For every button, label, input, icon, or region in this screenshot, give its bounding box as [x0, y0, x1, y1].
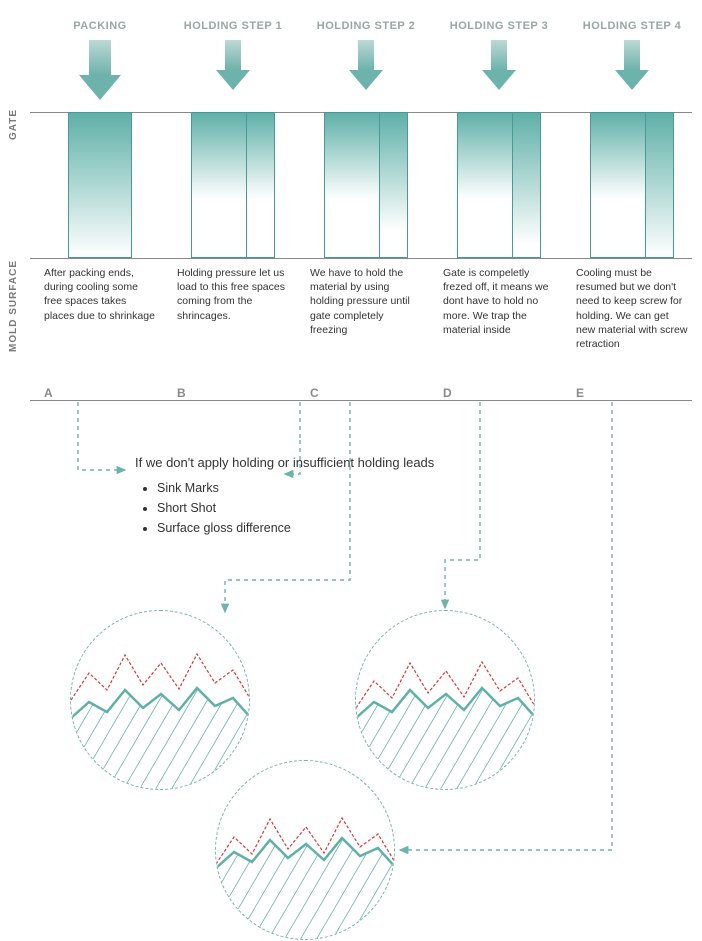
bar-fill	[591, 113, 645, 199]
step-description: We have to hold the material by using ho…	[306, 266, 426, 351]
stage-label-row: PACKING HOLDING STEP 1 HOLDING STEP 2 HO…	[40, 20, 692, 32]
loaded-material-bar	[513, 112, 541, 258]
stage-label: HOLDING STEP 4	[572, 20, 692, 32]
packing-bar	[68, 112, 132, 258]
step-letter: C	[306, 386, 426, 400]
step-letter: D	[439, 386, 559, 400]
problems-callout: If we don't apply holding or insufficien…	[135, 455, 455, 538]
down-arrow-icon	[617, 40, 647, 100]
step-bar	[324, 112, 380, 258]
step-description: Gate is compeletly frezed off, it means …	[439, 266, 559, 351]
bar-fill	[513, 113, 540, 245]
bar-fill	[247, 113, 274, 199]
bar-fill	[380, 113, 407, 231]
bar-fill	[325, 113, 379, 199]
bar-fill	[192, 113, 246, 199]
bar-fill	[458, 113, 512, 199]
surface-profile-circle	[355, 610, 535, 790]
letter-row: A B C D E	[40, 386, 692, 400]
mold-surface-line	[30, 258, 692, 259]
surface-profile-circle	[70, 610, 250, 790]
stage-label: HOLDING STEP 3	[439, 20, 559, 32]
stage-label: HOLDING STEP 1	[173, 20, 293, 32]
step-letter: B	[173, 386, 293, 400]
loaded-material-bar	[380, 112, 408, 258]
step-bar	[191, 112, 247, 258]
bar-fill	[69, 113, 131, 257]
callout-list: Sink Marks Short Shot Surface gloss diff…	[135, 478, 455, 538]
mold-axis-label: MOLD SURFACE	[8, 260, 19, 352]
stage-label: PACKING	[40, 20, 160, 32]
callout-title: If we don't apply holding or insufficien…	[135, 455, 455, 470]
callout-item: Short Shot	[157, 498, 455, 518]
down-arrow-icon	[484, 40, 514, 100]
surface-profile-circle	[215, 760, 395, 940]
callout-item: Surface gloss difference	[157, 518, 455, 538]
bar-chart-area	[40, 112, 692, 258]
down-arrow-icon	[85, 40, 115, 100]
loaded-material-bar	[247, 112, 275, 258]
gate-axis-label: GATE	[8, 109, 19, 140]
down-arrow-icon	[218, 40, 248, 100]
step-letter: A	[40, 386, 160, 400]
loaded-material-bar	[646, 112, 674, 258]
step-description: Cooling must be resumed but we don't nee…	[572, 266, 692, 351]
callout-item: Sink Marks	[157, 478, 455, 498]
down-arrow-icon	[351, 40, 381, 100]
arrow-row	[40, 40, 692, 100]
step-bar	[590, 112, 646, 258]
step-description: Holding pressure let us load to this fre…	[173, 266, 293, 351]
bar-fill	[646, 113, 673, 257]
letter-baseline	[30, 400, 692, 401]
description-row: After packing ends, during cooling some …	[40, 266, 692, 351]
step-description: After packing ends, during cooling some …	[40, 266, 160, 351]
step-letter: E	[572, 386, 692, 400]
step-bar	[457, 112, 513, 258]
stage-label: HOLDING STEP 2	[306, 20, 426, 32]
